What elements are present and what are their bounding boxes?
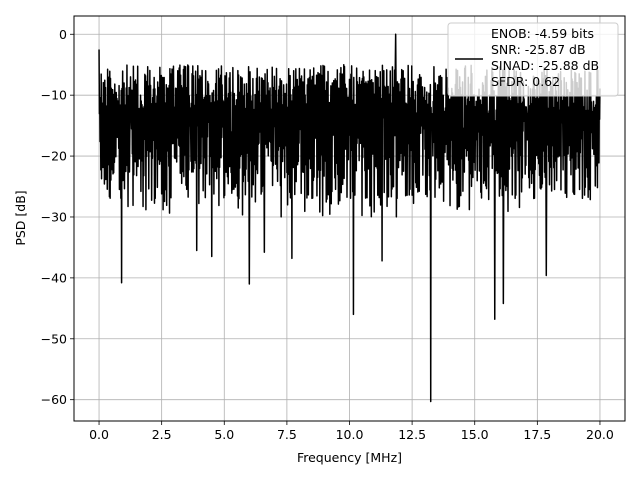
legend-box [447, 22, 619, 97]
legend-line-2: SNR: -25.87 dB [491, 42, 586, 57]
x-tick-label: 15.0 [461, 427, 489, 442]
x-tick-label: 12.5 [398, 427, 426, 442]
x-tick-label: 20.0 [586, 427, 614, 442]
psd-series [98, 33, 601, 403]
y-tick-label: −50 [41, 331, 67, 346]
legend-line-3: SINAD: -25.88 dB [491, 58, 599, 73]
x-axis-label: Frequency [MHz] [297, 450, 402, 465]
legend-line-4: SFDR: 0.62 [491, 74, 560, 89]
y-tick-label: −40 [41, 270, 67, 285]
x-tick-label: 10.0 [336, 427, 364, 442]
axis-ticks: 0.0 2.5 5.0 7.5 10.0 12.5 15.0 17.5 20.0 0 −10 −20 −… [41, 27, 614, 442]
x-tick-label: 5.0 [214, 427, 234, 442]
y-axis-label: PSD [dB] [13, 190, 28, 245]
y-tick-label: −60 [41, 392, 67, 407]
x-tick-label: 7.5 [277, 427, 297, 442]
x-tick-label: 2.5 [152, 427, 172, 442]
y-tick-label: −30 [41, 209, 67, 224]
legend-line-1: ENOB: -4.59 bits [491, 26, 594, 41]
y-tick-label: 0 [59, 27, 67, 42]
psd-line [98, 33, 601, 403]
legend: ENOB: -4.59 bits SNR: -25.87 dB SINAD: -… [447, 22, 619, 97]
x-tick-label: 17.5 [523, 427, 551, 442]
y-tick-label: −10 [41, 88, 67, 103]
y-tick-label: −20 [41, 149, 67, 164]
x-tick-label: 0.0 [89, 427, 109, 442]
